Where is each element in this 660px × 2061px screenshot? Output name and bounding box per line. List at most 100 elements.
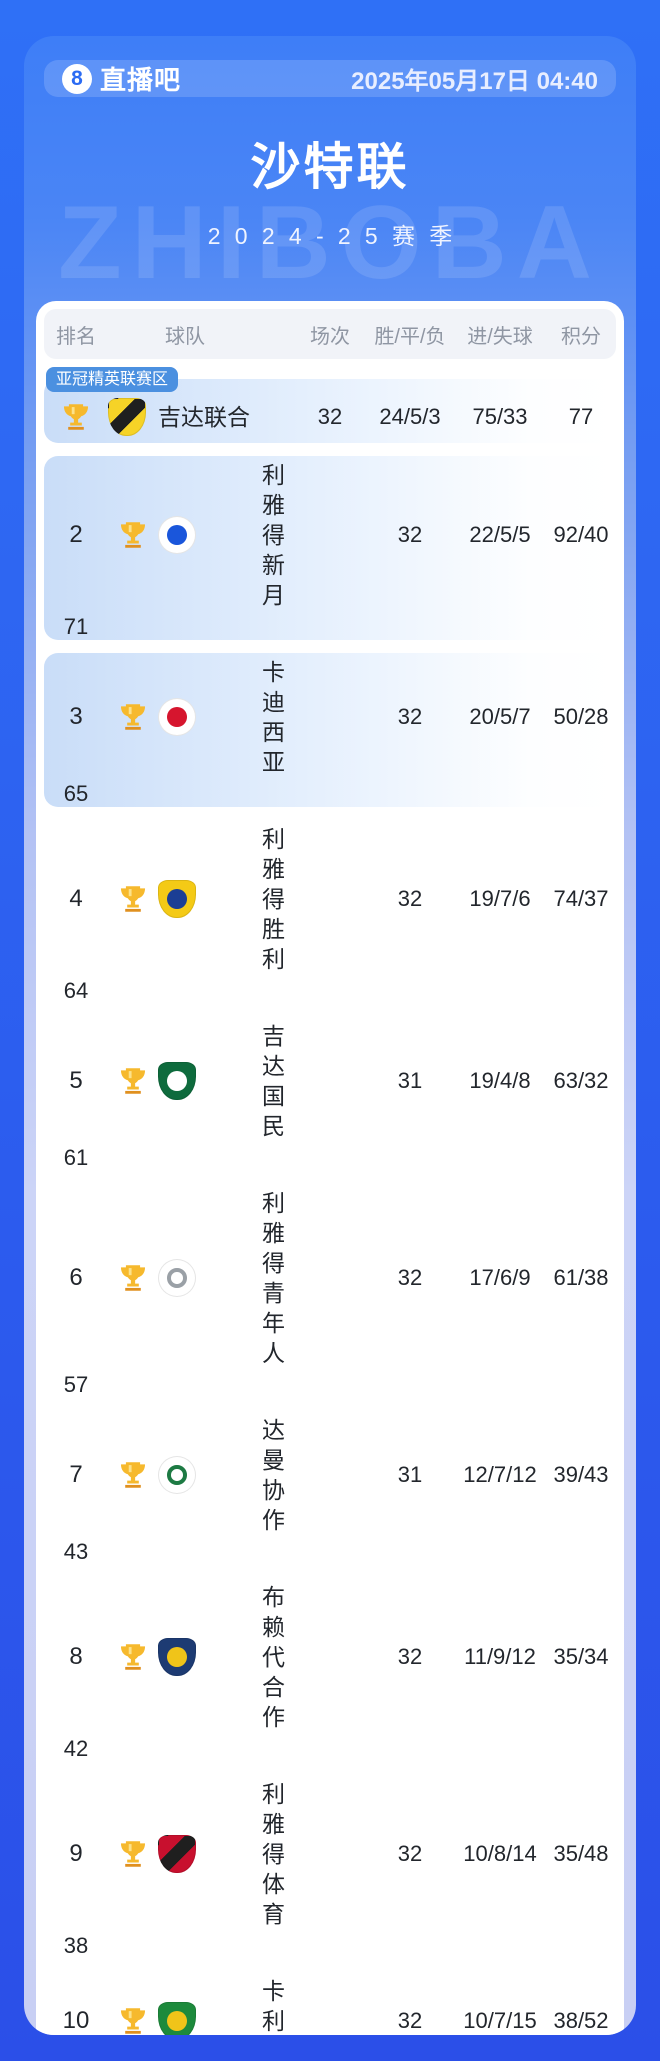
goals-for-against: 39/43	[553, 1462, 609, 1487]
goals-for-against: 63/32	[553, 1068, 609, 1093]
rank-label: 10	[62, 2007, 90, 2034]
team-name: 卡利杰	[262, 1978, 285, 2034]
table-row: 亚冠精英联赛区 吉达联合 32 24/5/3	[44, 367, 616, 443]
team-logo-emblem	[167, 889, 187, 909]
goals-for-against: 61/38	[553, 1265, 609, 1290]
table-row: 3 卡迪西亚 32 20/5/7 50/28	[44, 653, 616, 807]
team-logo	[158, 2002, 196, 2035]
team-logo-cell	[158, 880, 262, 918]
team-logo-cell	[158, 1835, 262, 1873]
table-header-row: 排名 球队 场次 胜/平/负 进/失球 积分	[44, 309, 616, 359]
goals-for-against: 50/28	[553, 704, 609, 729]
matches-played: 31	[397, 1462, 423, 1487]
points: 38	[63, 1933, 89, 1958]
brand-logo: 8 直播吧	[62, 60, 181, 97]
team-logo	[108, 398, 146, 436]
points: 57	[63, 1372, 89, 1397]
table-row: 2 利雅得新月 32 22/5/5 92/40	[44, 456, 616, 640]
goals-for-against: 74/37	[553, 886, 609, 911]
matches-played: 32	[397, 704, 423, 729]
team-logo-emblem	[167, 2011, 187, 2031]
rank-label: 6	[69, 1264, 83, 1291]
team-name: 达曼协作	[262, 1417, 285, 1533]
zone-badge: 亚冠精英联赛区	[46, 367, 179, 393]
matches-played: 32	[397, 1841, 423, 1866]
win-draw-loss: 19/7/6	[469, 886, 531, 911]
league-table-card: 排名 球队 场次 胜/平/负 进/失球 积分 亚冠精英联赛区	[36, 301, 624, 2035]
rank-label: 5	[69, 1067, 83, 1094]
datetime-label: 2025年05月17日 04:40	[351, 68, 598, 95]
team-logo	[158, 516, 196, 554]
team-logo-emblem	[167, 1465, 187, 1485]
zhibo8-circle-icon: 8	[62, 63, 92, 94]
win-draw-loss: 10/7/15	[463, 2008, 537, 2033]
trophy-icon	[108, 1261, 158, 1295]
col-header-played: 场次	[310, 325, 350, 348]
team-logo-emblem	[167, 1071, 187, 1091]
goals-for-against: 75/33	[472, 404, 528, 429]
team-name: 利雅得胜利	[262, 826, 285, 972]
team-logo-cell	[158, 2002, 262, 2035]
points: 42	[63, 1736, 89, 1761]
trophy-icon	[108, 518, 158, 552]
team-logo	[158, 880, 196, 918]
rank-label: 3	[69, 703, 83, 730]
matches-played: 31	[397, 1068, 423, 1093]
col-header-goals: 进/失球	[467, 325, 533, 348]
points: 77	[568, 404, 594, 429]
table-row: 7 达曼协作 31 12/7/12 39/43	[44, 1411, 616, 1565]
trophy-icon	[108, 882, 158, 916]
table-rows: 亚冠精英联赛区 吉达联合 32 24/5/3	[44, 367, 616, 2035]
table-row: 8 布赖代合作 32 11/9/12 35/34	[44, 1578, 616, 1762]
team-name: 布赖代合作	[262, 1584, 285, 1730]
rank-label: 2	[69, 521, 83, 548]
points: 43	[63, 1539, 89, 1564]
matches-played: 32	[397, 1644, 423, 1669]
table-row: 6 利雅得青年人 32 17/6/9 61/38	[44, 1184, 616, 1398]
col-header-rank: 排名	[56, 325, 96, 348]
trophy-icon	[108, 1064, 158, 1098]
team-logo-cell	[158, 698, 262, 736]
table-row: 5 吉达国民 31 19/4/8 63/32	[44, 1017, 616, 1171]
team-name: 卡迪西亚	[262, 659, 285, 775]
table-row: 9 利雅得体育 32 10/8/14 35/48	[44, 1775, 616, 1959]
rank-label: 7	[69, 1461, 83, 1488]
team-logo-emblem	[167, 1268, 187, 1288]
goals-for-against: 92/40	[553, 522, 609, 547]
col-header-team: 球队	[165, 325, 205, 348]
win-draw-loss: 20/5/7	[469, 704, 531, 729]
goals-for-against: 35/34	[553, 1644, 609, 1669]
rank-label: 8	[69, 1643, 83, 1670]
team-logo	[158, 1456, 196, 1494]
team-name: 利雅得体育	[262, 1781, 285, 1927]
trophy-icon	[108, 1640, 158, 1674]
brand-name: 直播吧	[100, 65, 182, 95]
win-draw-loss: 24/5/3	[379, 404, 441, 429]
matches-played: 32	[397, 2008, 423, 2033]
win-draw-loss: 10/8/14	[463, 1841, 537, 1866]
matches-played: 32	[317, 404, 343, 429]
team-name: 吉达联合	[158, 404, 250, 430]
team-logo-cell	[158, 1259, 262, 1297]
points: 61	[63, 1145, 89, 1170]
goals-for-against: 35/48	[553, 1841, 609, 1866]
win-draw-loss: 22/5/5	[469, 522, 531, 547]
team-logo-emblem	[167, 525, 187, 545]
team-logo-cell	[158, 1456, 262, 1494]
page-title: 沙特联	[250, 139, 410, 195]
rank-label: 9	[69, 1840, 83, 1867]
team-logo-cell	[158, 516, 262, 554]
team-name: 吉达国民	[262, 1023, 285, 1139]
col-header-points: 积分	[561, 325, 601, 348]
trophy-icon	[108, 1458, 158, 1492]
team-logo	[158, 1062, 196, 1100]
team-logo	[158, 1835, 196, 1873]
team-logo-cell	[158, 1062, 262, 1100]
trophy-icon	[108, 700, 158, 734]
rank-label: 4	[69, 885, 83, 912]
matches-played: 32	[397, 522, 423, 547]
points: 71	[63, 614, 89, 639]
team-logo-emblem	[167, 1647, 187, 1667]
points: 64	[63, 978, 89, 1003]
season-subtitle: 2024-25赛季	[207, 223, 467, 249]
